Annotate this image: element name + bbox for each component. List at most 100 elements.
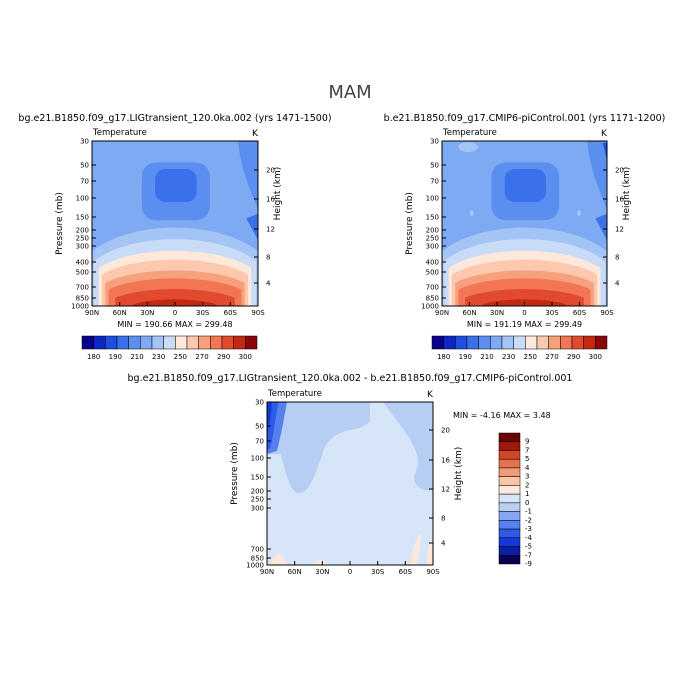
contour-band (238, 141, 258, 211)
colorbar-label: 190 (109, 353, 122, 361)
contour-field (92, 141, 258, 306)
colorbar-swatch (128, 335, 141, 350)
colorbar-label: 250 (524, 353, 537, 361)
y-tick-label: 70 (255, 438, 264, 446)
colorbar-swatch (105, 335, 118, 350)
y-tick-label: 500 (426, 269, 439, 277)
colorbar-label: 250 (174, 353, 187, 361)
colorbar-swatch (490, 335, 503, 350)
colorbar-label: 300 (239, 353, 252, 361)
y-tick-label: 150 (76, 214, 89, 222)
y-tick-label: 30 (255, 399, 264, 407)
colorbar-swatch (81, 335, 94, 350)
colorbar-swatch (536, 335, 549, 350)
colorbar-swatch (498, 441, 521, 451)
y-tick-label: 30 (80, 138, 89, 146)
x-tick-label: 90S (600, 309, 614, 317)
colorbar-swatch (595, 335, 608, 350)
colorbar-swatch (140, 335, 153, 350)
colorbar-swatch (513, 335, 526, 350)
colorbar-swatch (151, 335, 164, 350)
panel-subtitle-left: Temperature (92, 128, 147, 138)
panel-title: bg.e21.B1850.f09_g17.LIGtransient_120.0k… (128, 373, 573, 384)
colorbar-swatch (498, 555, 521, 565)
x-tick-label: 30N (315, 568, 329, 576)
colorbar-swatch (210, 335, 223, 350)
colorbar-swatch (498, 537, 521, 547)
colorbar-swatch (186, 335, 199, 350)
contour-band (267, 402, 370, 494)
x-tick-label: 60S (573, 309, 587, 317)
colorbar-swatch (498, 432, 521, 442)
height-tick-label: 8 (266, 254, 270, 262)
y-axis-label: Pressure (mb) (405, 192, 415, 255)
colorbar-swatch (498, 511, 521, 521)
y-tick-label: 300 (251, 505, 264, 513)
panel-title: b.e21.B1850.f09_g17.CMIP6-piControl.001 … (384, 113, 666, 124)
colorbar-swatch (233, 335, 246, 350)
panel-subtitle-right: K (252, 129, 259, 139)
colorbar-swatch (548, 335, 561, 350)
height-tick-label: 8 (441, 515, 445, 523)
x-tick-label: 60N (462, 309, 476, 317)
colorbar-swatch (175, 335, 188, 350)
colorbar-swatch (498, 528, 521, 539)
colorbar-label: -9 (525, 560, 532, 568)
y-tick-label: 850 (251, 555, 264, 563)
colorbar-label: -1 (525, 508, 532, 516)
colorbar-swatch (498, 458, 521, 469)
colorbar-label: 230 (152, 353, 165, 361)
x-tick-label: 60N (113, 309, 127, 317)
y-tick-label: 50 (255, 423, 264, 431)
colorbar-label: 5 (525, 455, 529, 463)
x-tick-label: 30S (545, 309, 559, 317)
height-tick-label: 16 (266, 196, 275, 204)
colorbar-swatch (466, 335, 479, 350)
colorbar-label: 230 (502, 353, 515, 361)
contour-band (469, 210, 474, 216)
figure-title: MAM (328, 82, 371, 103)
x-tick-label: 60N (288, 568, 302, 576)
x-tick-label: 90N (260, 568, 274, 576)
height-tick-label: 20 (441, 427, 450, 435)
contour-band (313, 560, 327, 565)
y-tick-label: 700 (76, 284, 89, 292)
height-axis-label: Height (km) (273, 167, 283, 221)
colorbar-label: 180 (437, 353, 450, 361)
colorbar-label: 9 (525, 438, 529, 446)
colorbar-label: 290 (217, 353, 230, 361)
contour-band (603, 143, 607, 161)
colorbar-swatch (498, 467, 521, 477)
y-tick-label: 850 (76, 295, 89, 303)
y-tick-label: 400 (76, 259, 89, 267)
height-axis-label: Height (km) (622, 167, 632, 221)
height-tick-label: 4 (441, 540, 446, 548)
colorbar-label: -3 (525, 525, 532, 533)
contour-field (267, 402, 433, 565)
contour-band (270, 553, 287, 565)
height-tick-label: 12 (441, 486, 450, 494)
y-tick-label: 300 (426, 243, 439, 251)
min-max-stats: MIN = 191.19 MAX = 299.49 (467, 320, 582, 329)
height-tick-label: 20 (615, 167, 624, 175)
x-tick-label: 60S (399, 568, 413, 576)
y-tick-label: 200 (76, 227, 89, 235)
height-tick-label: 20 (266, 167, 275, 175)
panel-subtitle-left: Temperature (442, 128, 497, 138)
x-tick-label: 30S (196, 309, 210, 317)
colorbar-swatch (501, 335, 514, 350)
colorbar-swatch (498, 546, 521, 556)
colorbar-label: 190 (459, 353, 472, 361)
colorbar-label: 0 (525, 499, 529, 507)
panel-subtitle-left: Temperature (267, 389, 322, 399)
colorbar-swatch (498, 476, 521, 486)
colorbar-swatch (116, 335, 129, 350)
colorbar-swatch (498, 493, 521, 504)
y-tick-label: 700 (251, 546, 264, 554)
colorbar-label: 180 (87, 353, 100, 361)
y-tick-label: 50 (80, 162, 89, 170)
colorbar-label: 210 (130, 353, 143, 361)
colorbar-label: 270 (195, 353, 208, 361)
contour-band (246, 213, 258, 240)
height-tick-label: 16 (615, 196, 624, 204)
